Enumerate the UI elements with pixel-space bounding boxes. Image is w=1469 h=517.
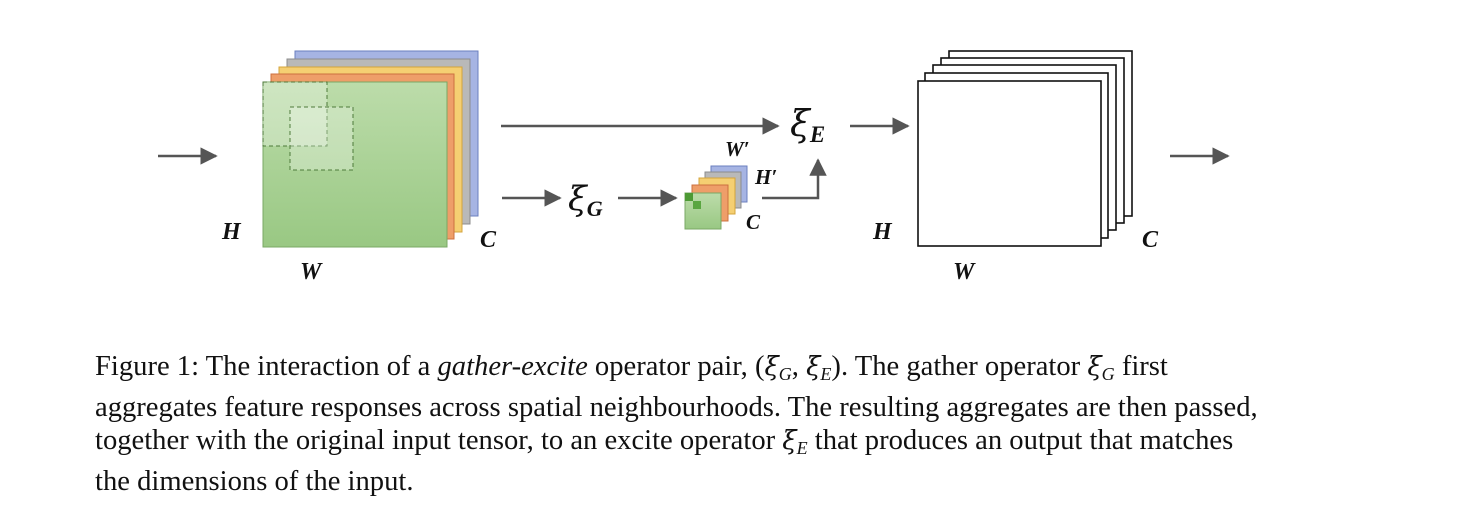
caption-line-4: the dimensions of the input.	[95, 466, 414, 497]
caption-emphasis: gather-excite	[437, 351, 588, 382]
caption-line-1: Figure 1: The interaction of a gather-ex…	[95, 351, 1168, 384]
output-height-label: H	[872, 219, 893, 245]
gathered-height-label: H′	[754, 165, 777, 189]
figure-caption: Figure 1: The interaction of a gather-ex…	[95, 350, 1375, 498]
gather-excite-diagram: H W C ξG W′ H′ C ξE H W C	[158, 50, 1230, 285]
gathered-width-label: W′	[725, 137, 750, 161]
input-width-label: W	[300, 259, 323, 285]
output-tensor	[917, 50, 1133, 247]
gathered-cell-2	[693, 201, 701, 209]
neighbourhood-window-1	[262, 81, 328, 147]
input-height-label: H	[221, 219, 242, 245]
gathered-tensor	[684, 165, 748, 230]
gather-to-excite-arrow	[762, 158, 827, 200]
input-tensor	[262, 50, 479, 248]
input-channels-label: C	[480, 227, 497, 253]
gather-operator: ξG	[568, 179, 603, 221]
caption-line-2: aggregates feature responses across spat…	[95, 392, 1258, 423]
output-width-label: W	[953, 259, 976, 285]
output-slice-1	[917, 80, 1102, 247]
input-slice-green	[262, 81, 448, 248]
neighbourhood-window-2	[289, 106, 354, 171]
output-channels-label: C	[1142, 227, 1159, 253]
excite-operator: ξE	[790, 104, 825, 147]
gathered-cell-1	[685, 193, 693, 201]
caption-line-3: together with the original input tensor,…	[95, 425, 1234, 458]
gathered-channels-label: C	[746, 210, 761, 234]
